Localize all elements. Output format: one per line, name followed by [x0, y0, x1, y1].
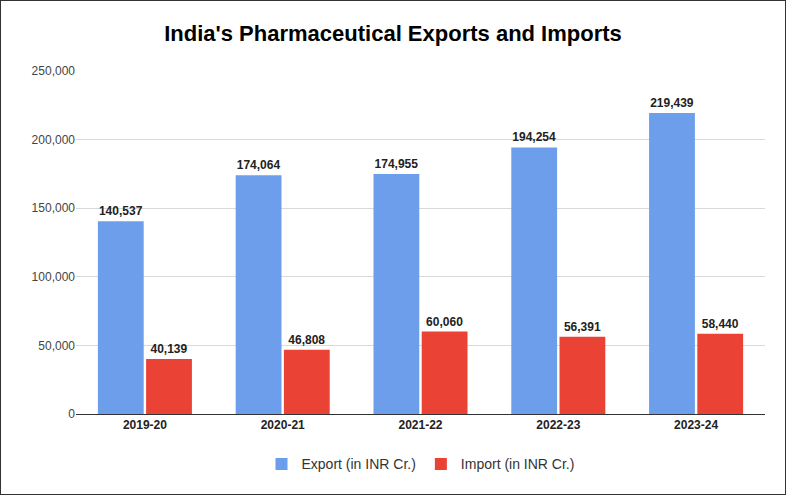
svg-text:2023-24: 2023-24 [674, 418, 718, 432]
svg-text:194,254: 194,254 [512, 130, 556, 144]
svg-text:India's Pharmaceutical Exports: India's Pharmaceutical Exports and Impor… [164, 21, 622, 46]
svg-text:250,000: 250,000 [32, 64, 76, 78]
svg-text:2021-22: 2021-22 [398, 418, 442, 432]
svg-text:174,955: 174,955 [375, 157, 419, 171]
svg-text:40,139: 40,139 [151, 342, 188, 356]
svg-text:2020-21: 2020-21 [261, 418, 305, 432]
svg-text:219,439: 219,439 [650, 96, 694, 110]
svg-text:58,440: 58,440 [702, 317, 739, 331]
svg-text:Import (in INR Cr.): Import (in INR Cr.) [461, 456, 575, 472]
svg-text:50,000: 50,000 [38, 339, 75, 353]
svg-text:46,808: 46,808 [288, 333, 325, 347]
svg-text:2019-20: 2019-20 [123, 418, 167, 432]
svg-text:Export (in INR Cr.): Export (in INR Cr.) [302, 456, 416, 472]
svg-text:140,537: 140,537 [99, 204, 143, 218]
svg-text:174,064: 174,064 [237, 158, 281, 172]
svg-text:100,000: 100,000 [32, 270, 76, 284]
svg-text:56,391: 56,391 [564, 320, 601, 334]
svg-text:150,000: 150,000 [32, 201, 76, 215]
svg-text:60,060: 60,060 [426, 315, 463, 329]
svg-text:2022-23: 2022-23 [536, 418, 580, 432]
svg-text:0: 0 [68, 407, 75, 421]
svg-text:200,000: 200,000 [32, 133, 76, 147]
